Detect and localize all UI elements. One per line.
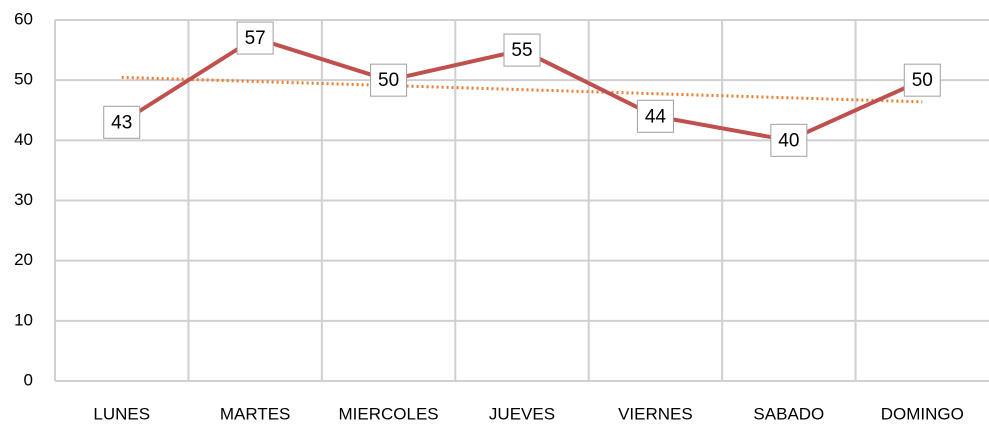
data-label: 50 — [370, 63, 408, 97]
y-tick-label: 20 — [14, 250, 33, 269]
data-label-box — [636, 99, 674, 133]
x-tick-label: DOMINGO — [881, 404, 964, 423]
data-label-box — [103, 105, 141, 139]
x-tick-label: JUEVES — [489, 404, 555, 423]
data-label: 55 — [503, 33, 541, 67]
data-label-box — [503, 33, 541, 67]
data-label: 50 — [903, 63, 941, 97]
data-label-box — [370, 63, 408, 97]
x-tick-label: LUNES — [93, 404, 150, 423]
y-tick-label: 40 — [14, 130, 33, 149]
data-label-text: 40 — [778, 130, 799, 151]
y-tick-label: 60 — [14, 9, 33, 28]
data-label-text: 57 — [245, 28, 266, 49]
x-tick-label: SABADO — [753, 404, 824, 423]
y-tick-label: 0 — [24, 370, 33, 389]
trendline — [121, 75, 923, 104]
data-label-text: 44 — [645, 106, 667, 127]
data-label-text: 50 — [912, 70, 933, 91]
y-tick-label: 50 — [14, 70, 33, 89]
data-label: 44 — [636, 99, 674, 133]
x-tick-label: MARTES — [220, 404, 291, 423]
data-label: 43 — [103, 105, 141, 139]
data-label-text: 55 — [511, 40, 532, 61]
y-tick-label: 30 — [14, 190, 33, 209]
data-label: 40 — [770, 123, 808, 157]
y-tick-label: 10 — [14, 310, 33, 329]
data-label-text: 50 — [378, 70, 399, 91]
data-label: 57 — [236, 21, 274, 55]
data-label-text: 43 — [111, 112, 132, 133]
x-tick-label: VIERNES — [618, 404, 693, 423]
x-tick-label: MIERCOLES — [339, 404, 439, 423]
data-label-box — [903, 63, 941, 97]
data-label-box — [770, 123, 808, 157]
data-label-box — [236, 21, 274, 55]
